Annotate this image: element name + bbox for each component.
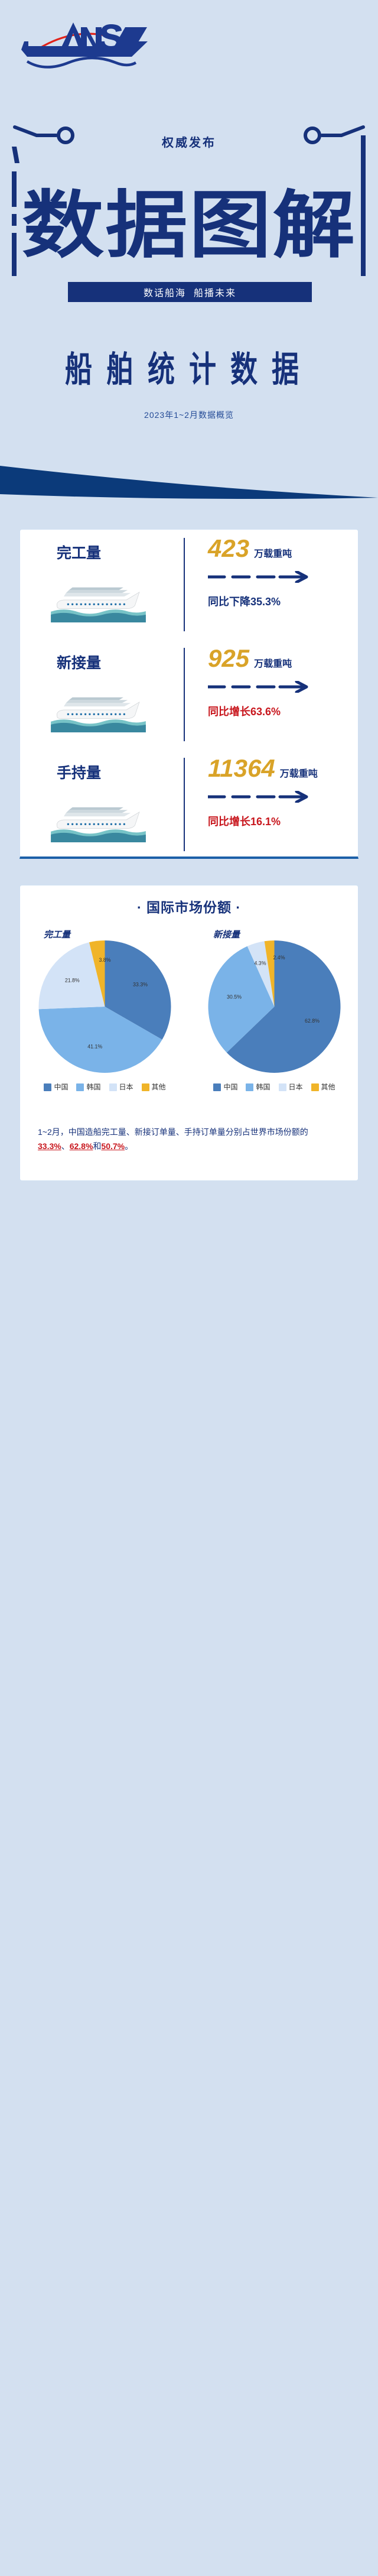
svg-text:33.3%: 33.3% bbox=[133, 982, 148, 988]
svg-text:4.3%: 4.3% bbox=[254, 961, 266, 966]
svg-text:62.8%: 62.8% bbox=[305, 1018, 320, 1024]
svg-text:30.5%: 30.5% bbox=[227, 994, 242, 1000]
svg-text:3.8%: 3.8% bbox=[99, 957, 110, 963]
svg-text:41.1%: 41.1% bbox=[87, 1043, 102, 1049]
svg-text:21.8%: 21.8% bbox=[65, 977, 80, 983]
svg-text:2.4%: 2.4% bbox=[273, 955, 285, 961]
